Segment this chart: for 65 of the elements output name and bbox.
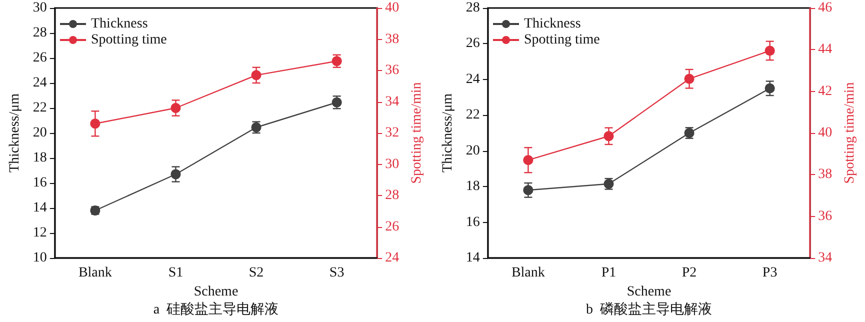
y2-tick-label: 34 [818, 250, 832, 266]
y-tick-label: 24 [32, 76, 47, 90]
y-tick-label: 20 [32, 126, 47, 140]
y2-tick-label: 44 [818, 42, 832, 58]
x-tick-label: P1 [601, 266, 616, 280]
point [684, 74, 694, 84]
y-tick-label: 14 [466, 250, 480, 266]
point [523, 185, 534, 196]
y2-tick-label: 38 [385, 32, 400, 47]
x-tick-label: P2 [682, 266, 697, 280]
y-tick-label: 26 [466, 36, 480, 52]
y2-tick-label: 36 [385, 63, 400, 78]
y-tick-label: 28 [466, 0, 480, 16]
x-tick-label: S1 [168, 266, 184, 280]
x-tick-label: S3 [329, 266, 344, 280]
y2-tick-label: 32 [385, 126, 400, 140]
y2-tick-label: 40 [818, 126, 832, 140]
text: a 硅酸盐主导电解液 [153, 302, 279, 318]
y2-axis-title: Spotting time/min [410, 82, 424, 184]
point [604, 131, 614, 142]
x-tick-label: Blank [78, 266, 112, 280]
y2-tick-label: 28 [385, 188, 400, 203]
point [170, 169, 181, 180]
text: b 磷酸盐主导电解液 [586, 302, 712, 318]
y-tick-label: 22 [32, 100, 47, 116]
y-tick-label: 30 [32, 0, 47, 16]
y-tick-label: 24 [466, 72, 480, 87]
point [251, 70, 262, 80]
y-tick-label: 12 [32, 226, 47, 240]
y-axis-title: Thickness/μm [440, 93, 456, 173]
y2-tick-label: 34 [385, 94, 400, 110]
y2-tick-label: 38 [818, 167, 832, 182]
y2-axis-title: Spotting time/min [842, 82, 858, 184]
y-axis-title: Thickness/μm [8, 93, 22, 173]
y2-tick-label: 26 [385, 219, 400, 234]
x-axis-title: Scheme [626, 284, 672, 300]
x-tick-label: Blank [511, 266, 545, 280]
y-tick-label: 26 [32, 50, 47, 66]
y-tick-label: 20 [466, 143, 480, 158]
point [90, 118, 100, 129]
x-tick-label: P3 [762, 266, 778, 280]
y-tick-label: 10 [32, 250, 47, 266]
y-tick-label: 28 [32, 26, 47, 40]
y-tick-label: 18 [466, 179, 480, 194]
y2-tick-label: 24 [385, 250, 400, 266]
y-tick-label: 18 [32, 150, 47, 166]
legend-label: Spotting time [524, 32, 600, 48]
legend-label: Thickness [91, 16, 148, 32]
y2-tick-label: 36 [818, 208, 832, 224]
y2-tick-label: 40 [385, 0, 400, 16]
y2-tick-label: 30 [385, 156, 400, 172]
point [523, 155, 534, 166]
y-tick-label: 14 [32, 200, 47, 216]
y2-tick-label: 46 [818, 0, 832, 16]
point [170, 103, 181, 113]
y-tick-label: 16 [32, 176, 47, 190]
legend-label: Thickness [524, 16, 581, 32]
x-tick-label: S2 [248, 266, 264, 280]
point [764, 83, 775, 94]
y-tick-label: 22 [466, 108, 480, 123]
y2-tick-label: 42 [818, 84, 832, 99]
legend-label: Spotting time [91, 32, 167, 48]
x-axis-title: Scheme [194, 284, 238, 300]
y-tick-label: 16 [466, 214, 480, 230]
point [764, 46, 775, 56]
